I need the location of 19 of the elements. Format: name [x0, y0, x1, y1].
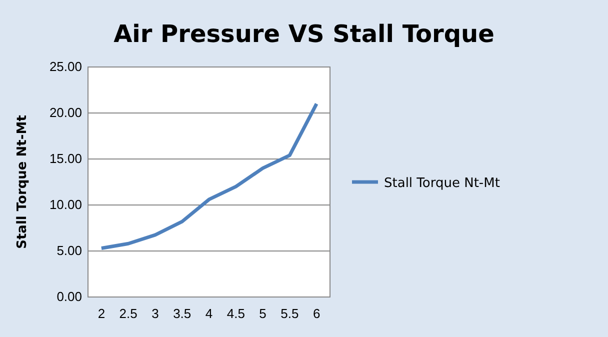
y-tick-label: 20.00 [49, 105, 82, 120]
chart-title: Air Pressure VS Stall Torque [114, 20, 494, 48]
x-tick-label: 4 [205, 306, 213, 322]
y-tick-label: 25.00 [49, 59, 82, 74]
line-series [100, 102, 318, 250]
x-tick-label: 5 [259, 306, 266, 322]
x-tick-label: 3 [152, 306, 159, 322]
y-tick-label: 10.00 [49, 197, 82, 212]
x-tick-label: 5.5 [280, 306, 299, 322]
x-tick-label: 6 [312, 306, 320, 322]
y-tick-label: 5.00 [56, 243, 82, 258]
x-tick-label: 2 [98, 306, 106, 322]
y-axis-title: Stall Torque Nt-Mt [15, 115, 30, 249]
x-tick-label: 2.5 [119, 306, 138, 322]
y-tick-label: 15.00 [49, 151, 82, 166]
y-tick-label: 0.00 [56, 289, 82, 304]
legend-label: Stall Torque Nt-Mt [384, 176, 500, 191]
x-tick-label: 3.5 [173, 306, 192, 322]
x-tick-label: 4.5 [226, 306, 245, 322]
